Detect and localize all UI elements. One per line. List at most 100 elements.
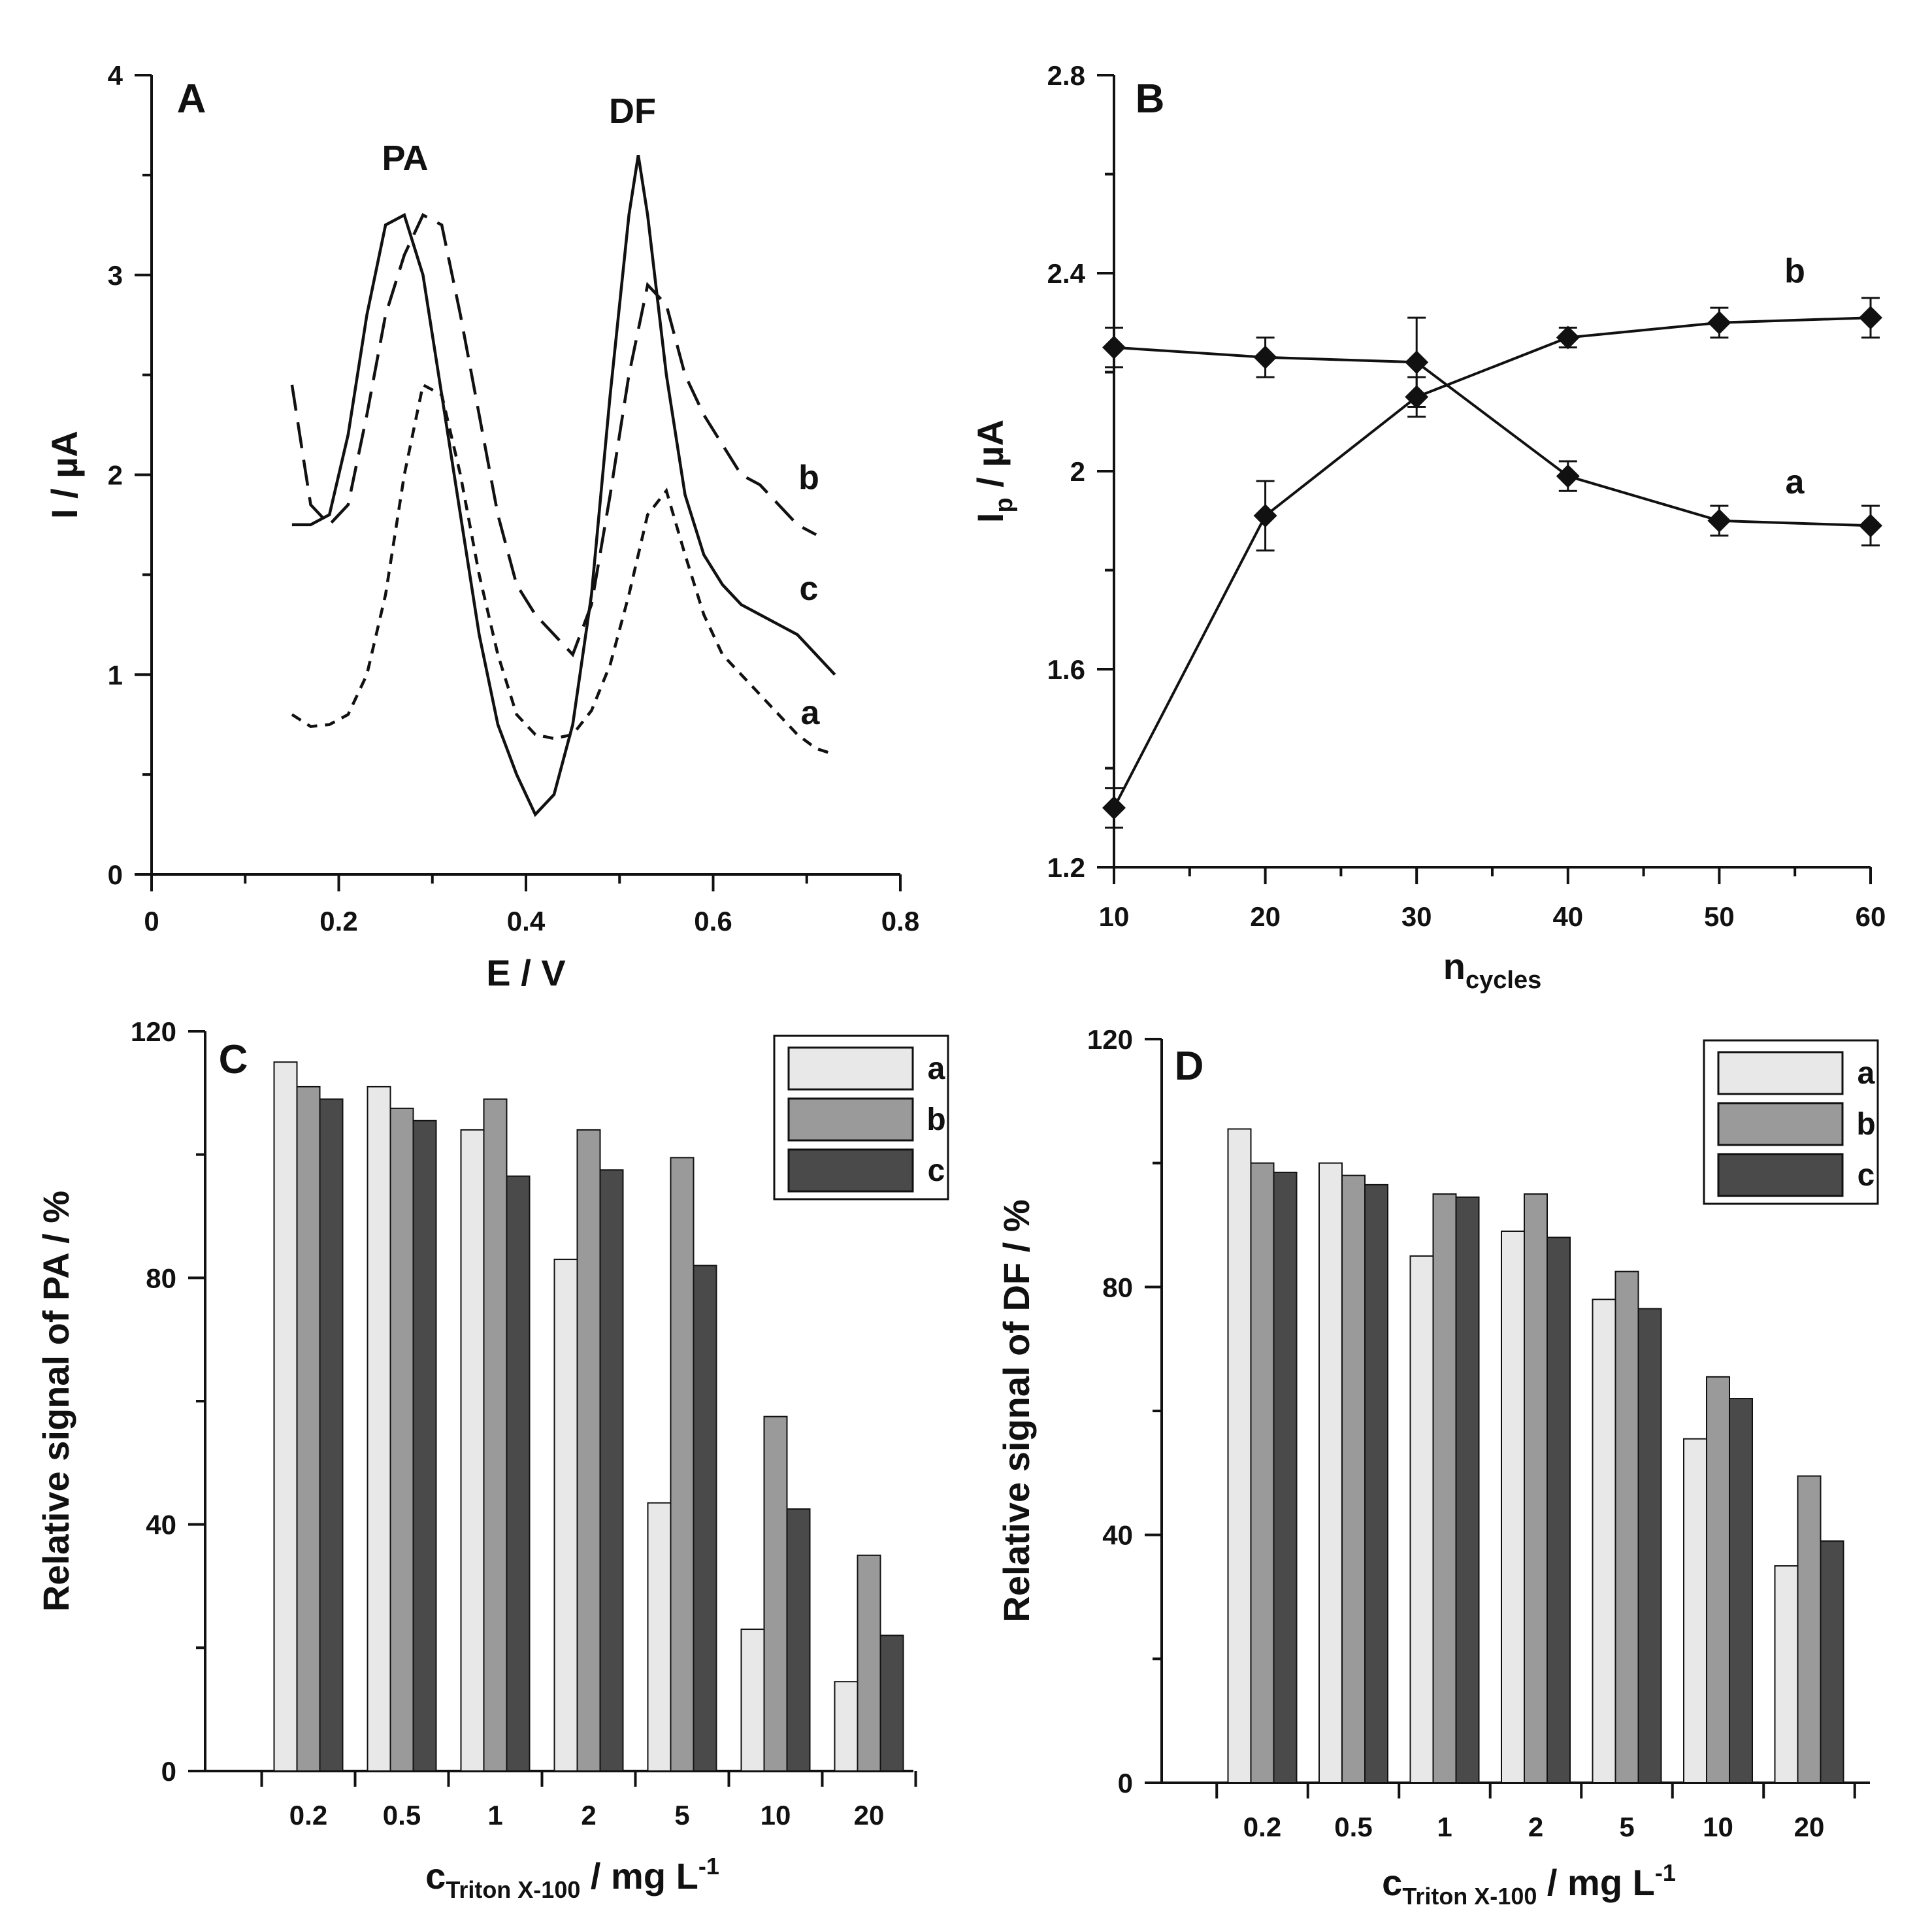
curve-label-a: a: [801, 694, 821, 732]
series-a-marker: [1405, 350, 1429, 374]
x-tick-label: 0.6: [694, 906, 732, 936]
bar-c: [599, 1169, 624, 1772]
legend-swatch-c: [787, 1148, 914, 1193]
bar-b: [1341, 1174, 1366, 1783]
x-tick-label: 60: [1856, 901, 1886, 932]
bar-a: [1774, 1565, 1799, 1783]
x-tick-label: 1: [1437, 1812, 1452, 1842]
bar-a: [1501, 1230, 1525, 1783]
bar-a: [273, 1061, 298, 1772]
series-b-marker: [1556, 325, 1580, 350]
x-tick-label: 0.4: [507, 906, 546, 936]
x-tick-label: 50: [1704, 901, 1735, 932]
x-tick-label: 30: [1401, 901, 1432, 932]
series-b-marker: [1859, 306, 1882, 330]
bar-c: [412, 1119, 437, 1772]
y-tick-label: 2.4: [1047, 258, 1086, 289]
legend-swatch-a: [787, 1046, 914, 1091]
y-tick-label: 1.2: [1047, 852, 1085, 883]
x-tick-label: 10: [1703, 1812, 1733, 1842]
x-tick-label: 20: [1794, 1812, 1825, 1842]
x-tick-label: 0.2: [289, 1800, 327, 1831]
bar-c: [1820, 1540, 1844, 1783]
bar-b: [857, 1554, 881, 1772]
legend-label-a: a: [1858, 1056, 1875, 1091]
panel-c: 0 40 80 120 0.2 0.5 1 2 5 10 20 abc C Relative signal…: [35, 1016, 949, 1903]
bar-a: [367, 1085, 391, 1772]
x-axis-title: ncycles: [1443, 946, 1541, 994]
bar-b: [389, 1107, 414, 1772]
bar-b: [1524, 1193, 1548, 1784]
series-b-marker: [1405, 385, 1429, 409]
x-axis-title: cTriton X-100 / mg L-1: [425, 1853, 719, 1903]
series-a-marker: [1556, 464, 1580, 488]
x-tick-label: 0.8: [881, 906, 919, 936]
bar-a: [1318, 1162, 1343, 1783]
bar-c: [786, 1508, 811, 1772]
bar-b: [670, 1157, 695, 1772]
bar-a: [460, 1129, 485, 1772]
y-tick-label: 40: [146, 1510, 176, 1540]
x-tick-label: 10: [761, 1800, 791, 1831]
bar-c: [1364, 1184, 1388, 1783]
y-tick-label: 120: [1087, 1024, 1133, 1055]
x-tick-label: 2: [581, 1800, 596, 1831]
curve-label-a: a: [1786, 463, 1805, 501]
x-tick-label: 5: [674, 1800, 689, 1831]
panel-letter-a: A: [177, 76, 206, 122]
bar-b: [1706, 1376, 1730, 1783]
y-tick-label: 3: [108, 260, 123, 291]
x-tick-label: 10: [1099, 901, 1130, 932]
panel-d: 0 40 80 120 0.2 0.5 1 2 5 10 20 abc D Relative signal…: [996, 1024, 1879, 1910]
bar-c: [1729, 1398, 1753, 1784]
y-tick-label: 80: [146, 1263, 176, 1293]
bar-a: [647, 1502, 672, 1772]
series-a-marker: [1859, 514, 1882, 538]
peak-label-pa: PA: [382, 139, 428, 178]
x-tick-label: 20: [1250, 901, 1281, 932]
y-tick-label: 1.6: [1047, 654, 1085, 685]
legend-swatch-b: [1717, 1102, 1844, 1146]
x-tick-label: 0.5: [1334, 1812, 1372, 1842]
panel-letter-d: D: [1175, 1044, 1204, 1089]
x-tick-label: 2: [1528, 1812, 1543, 1842]
y-tick-label: 120: [131, 1016, 176, 1047]
series-b-marker: [1102, 796, 1126, 820]
panel-letter-c: C: [219, 1037, 248, 1082]
bar-c: [1637, 1308, 1662, 1783]
x-tick-label: 0.5: [383, 1800, 421, 1831]
curve-label-b: b: [1784, 252, 1805, 290]
bar-a: [1683, 1438, 1707, 1784]
bar-b: [576, 1129, 601, 1772]
y-tick-label: 2.8: [1047, 60, 1085, 91]
legend-swatch-c: [1717, 1153, 1844, 1197]
x-tick-label: 1: [487, 1800, 502, 1831]
series-a-line: [1113, 346, 1871, 527]
bar-c: [693, 1265, 717, 1772]
curve-label-c: c: [800, 570, 819, 608]
bar-a: [740, 1629, 765, 1772]
legend-label-b: b: [1856, 1107, 1875, 1142]
series-a-line: [291, 382, 836, 756]
curve-label-b: b: [798, 459, 819, 497]
y-axis-title: Relative signal of DF / %: [996, 1199, 1037, 1622]
bar-a: [1592, 1299, 1616, 1784]
y-tick-label: 80: [1102, 1272, 1133, 1302]
bar-a: [1227, 1128, 1252, 1783]
bar-c: [1273, 1171, 1298, 1784]
bar-b: [1250, 1162, 1275, 1783]
bar-a: [1409, 1255, 1434, 1783]
y-tick-label: 40: [1102, 1520, 1133, 1551]
bar-c: [506, 1175, 531, 1772]
series-b-marker: [1253, 504, 1277, 528]
legend-label-c: c: [928, 1153, 945, 1188]
series-a-marker: [1253, 345, 1277, 369]
panel-letter-b: B: [1136, 76, 1165, 122]
y-tick-label: 2: [108, 460, 123, 491]
y-tick-label: 4: [108, 60, 123, 91]
peak-label-df: DF: [609, 91, 656, 131]
series-a-marker: [1102, 335, 1126, 359]
x-tick-label: 5: [1619, 1812, 1634, 1842]
